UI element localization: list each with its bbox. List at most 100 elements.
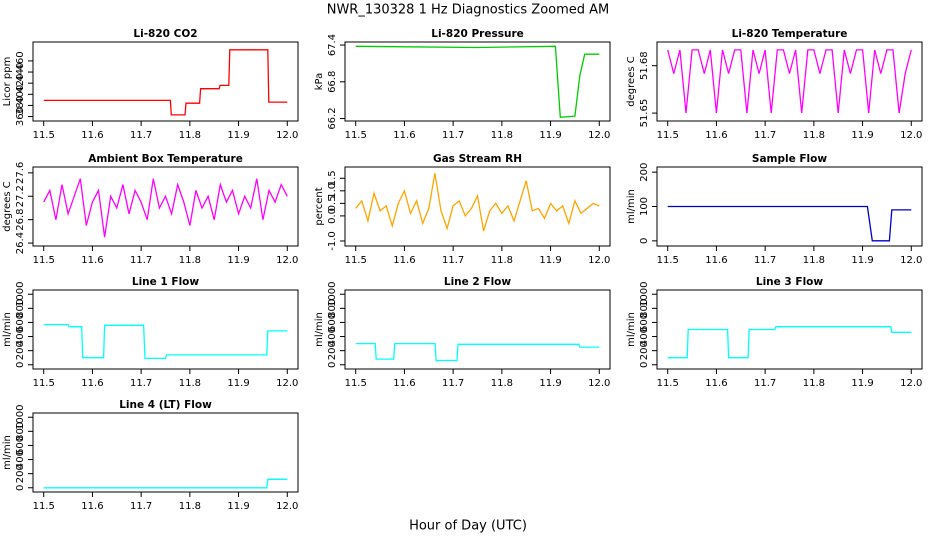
- y-tick-label: 380: [15, 96, 26, 115]
- y-tick-label: 800: [15, 422, 26, 441]
- y-tick-label: 600: [327, 313, 338, 332]
- data-line: [43, 323, 288, 360]
- panel-title: Ambient Box Temperature: [88, 153, 243, 165]
- y-axis-label: ml/min: [2, 312, 13, 347]
- y-tick-label: 200: [639, 163, 650, 182]
- y-tick-label: 800: [327, 299, 338, 318]
- x-tick-label: 11.7: [442, 130, 464, 141]
- plot-frame: [656, 41, 923, 122]
- x-tick-label: 12.0: [900, 255, 922, 266]
- x-tick-label: 11.7: [130, 501, 152, 512]
- x-tick-label: 11.9: [227, 130, 249, 141]
- x-tick-label: 11.6: [81, 378, 103, 389]
- x-tick-label: 11.8: [491, 378, 513, 389]
- y-axis-label: ml/min: [314, 312, 325, 347]
- x-tick-label: 11.7: [442, 255, 464, 266]
- y-tick-label: 460: [15, 51, 26, 70]
- x-tick-label: 12.0: [276, 255, 298, 266]
- x-tick-label: 11.5: [345, 378, 367, 389]
- plot-frame: [656, 289, 923, 370]
- y-axis-label: percent: [314, 187, 325, 225]
- panel-title: Li-820 CO2: [133, 28, 197, 40]
- x-tick-label: 11.5: [33, 378, 55, 389]
- x-tick-label: 11.7: [442, 378, 464, 389]
- y-tick-label: 200: [639, 341, 650, 360]
- y-tick-label: 1000: [639, 282, 650, 307]
- x-tick-label: 11.9: [539, 378, 561, 389]
- y-tick-label: 0: [15, 485, 26, 491]
- y-tick-label: 51.68: [639, 51, 650, 80]
- y-axis-label: degrees C: [2, 181, 13, 231]
- data-line: [355, 342, 600, 362]
- x-tick-label: 11.8: [803, 130, 825, 141]
- y-tick-label: 27.2: [15, 185, 26, 207]
- x-tick-label: 11.6: [705, 378, 727, 389]
- y-tick-label: 200: [327, 341, 338, 360]
- y-tick-label: 800: [15, 299, 26, 318]
- y-tick-label: 400: [639, 327, 650, 346]
- plot-frame: [32, 166, 299, 247]
- y-tick-label: 600: [639, 313, 650, 332]
- panel-title: Line 2 Flow: [444, 276, 511, 288]
- y-tick-label: 400: [327, 327, 338, 346]
- panel-title: Line 3 Flow: [756, 276, 823, 288]
- x-tick-label: 11.6: [81, 130, 103, 141]
- x-tick-label: 11.8: [803, 255, 825, 266]
- x-tick-label: 11.6: [705, 130, 727, 141]
- x-tick-label: 11.9: [539, 255, 561, 266]
- plot-frame: [344, 166, 611, 247]
- y-tick-label: 0: [639, 362, 650, 368]
- data-line: [667, 49, 912, 114]
- x-tick-label: 11.5: [345, 255, 367, 266]
- y-tick-label: 0: [15, 362, 26, 368]
- x-tick-label: 11.6: [393, 130, 415, 141]
- panel-title: Gas Stream RH: [433, 153, 522, 165]
- x-tick-label: 11.6: [81, 501, 103, 512]
- y-axis-label: kPa: [314, 73, 325, 91]
- x-tick-label: 11.6: [705, 255, 727, 266]
- y-tick-label: 800: [639, 299, 650, 318]
- y-tick-label: 600: [15, 436, 26, 455]
- y-tick-label: 0.0: [327, 208, 338, 224]
- x-tick-label: 12.0: [276, 501, 298, 512]
- x-tick-label: 11.5: [33, 130, 55, 141]
- y-tick-label: 200: [15, 341, 26, 360]
- plot-frame: [344, 41, 611, 122]
- x-tick-label: 11.9: [539, 130, 561, 141]
- x-tick-label: 11.8: [179, 255, 201, 266]
- y-tick-label: 400: [15, 450, 26, 469]
- data-line: [355, 173, 600, 232]
- y-tick-label: 100: [639, 197, 650, 216]
- x-tick-label: 11.6: [81, 255, 103, 266]
- x-tick-label: 11.8: [179, 378, 201, 389]
- y-tick-label: 67.4: [327, 34, 338, 56]
- x-tick-label: 11.9: [227, 255, 249, 266]
- x-tick-label: 11.5: [33, 501, 55, 512]
- x-tick-label: 11.9: [227, 378, 249, 389]
- y-axis-label: ml/min: [2, 435, 13, 470]
- data-line: [43, 49, 288, 116]
- data-line: [43, 178, 288, 238]
- y-tick-label: 27.6: [15, 162, 26, 184]
- x-tick-label: 11.7: [130, 130, 152, 141]
- x-tick-label: 11.8: [179, 130, 201, 141]
- x-tick-label: 11.9: [851, 130, 873, 141]
- x-tick-label: 11.7: [130, 378, 152, 389]
- x-tick-label: 11.5: [657, 378, 679, 389]
- panel-title: Line 4 (LT) Flow: [119, 399, 212, 411]
- y-tick-label: 360: [15, 107, 26, 126]
- x-tick-label: 12.0: [588, 378, 610, 389]
- panel-title: Li-820 Temperature: [732, 28, 848, 40]
- plot-frame: [344, 289, 611, 370]
- x-axis-label: Hour of Day (UTC): [409, 519, 527, 534]
- plot-frame: [32, 412, 299, 493]
- x-tick-label: 11.7: [754, 378, 776, 389]
- chart-title: NWR_130328 1 Hz Diagnostics Zoomed AM: [327, 3, 610, 18]
- y-tick-label: 420: [15, 74, 26, 93]
- panel-title: Li-820 Pressure: [431, 28, 524, 40]
- x-tick-label: 11.5: [345, 130, 367, 141]
- x-tick-label: 11.9: [851, 378, 873, 389]
- x-tick-label: 11.8: [179, 501, 201, 512]
- x-tick-label: 12.0: [276, 130, 298, 141]
- y-tick-label: 400: [15, 327, 26, 346]
